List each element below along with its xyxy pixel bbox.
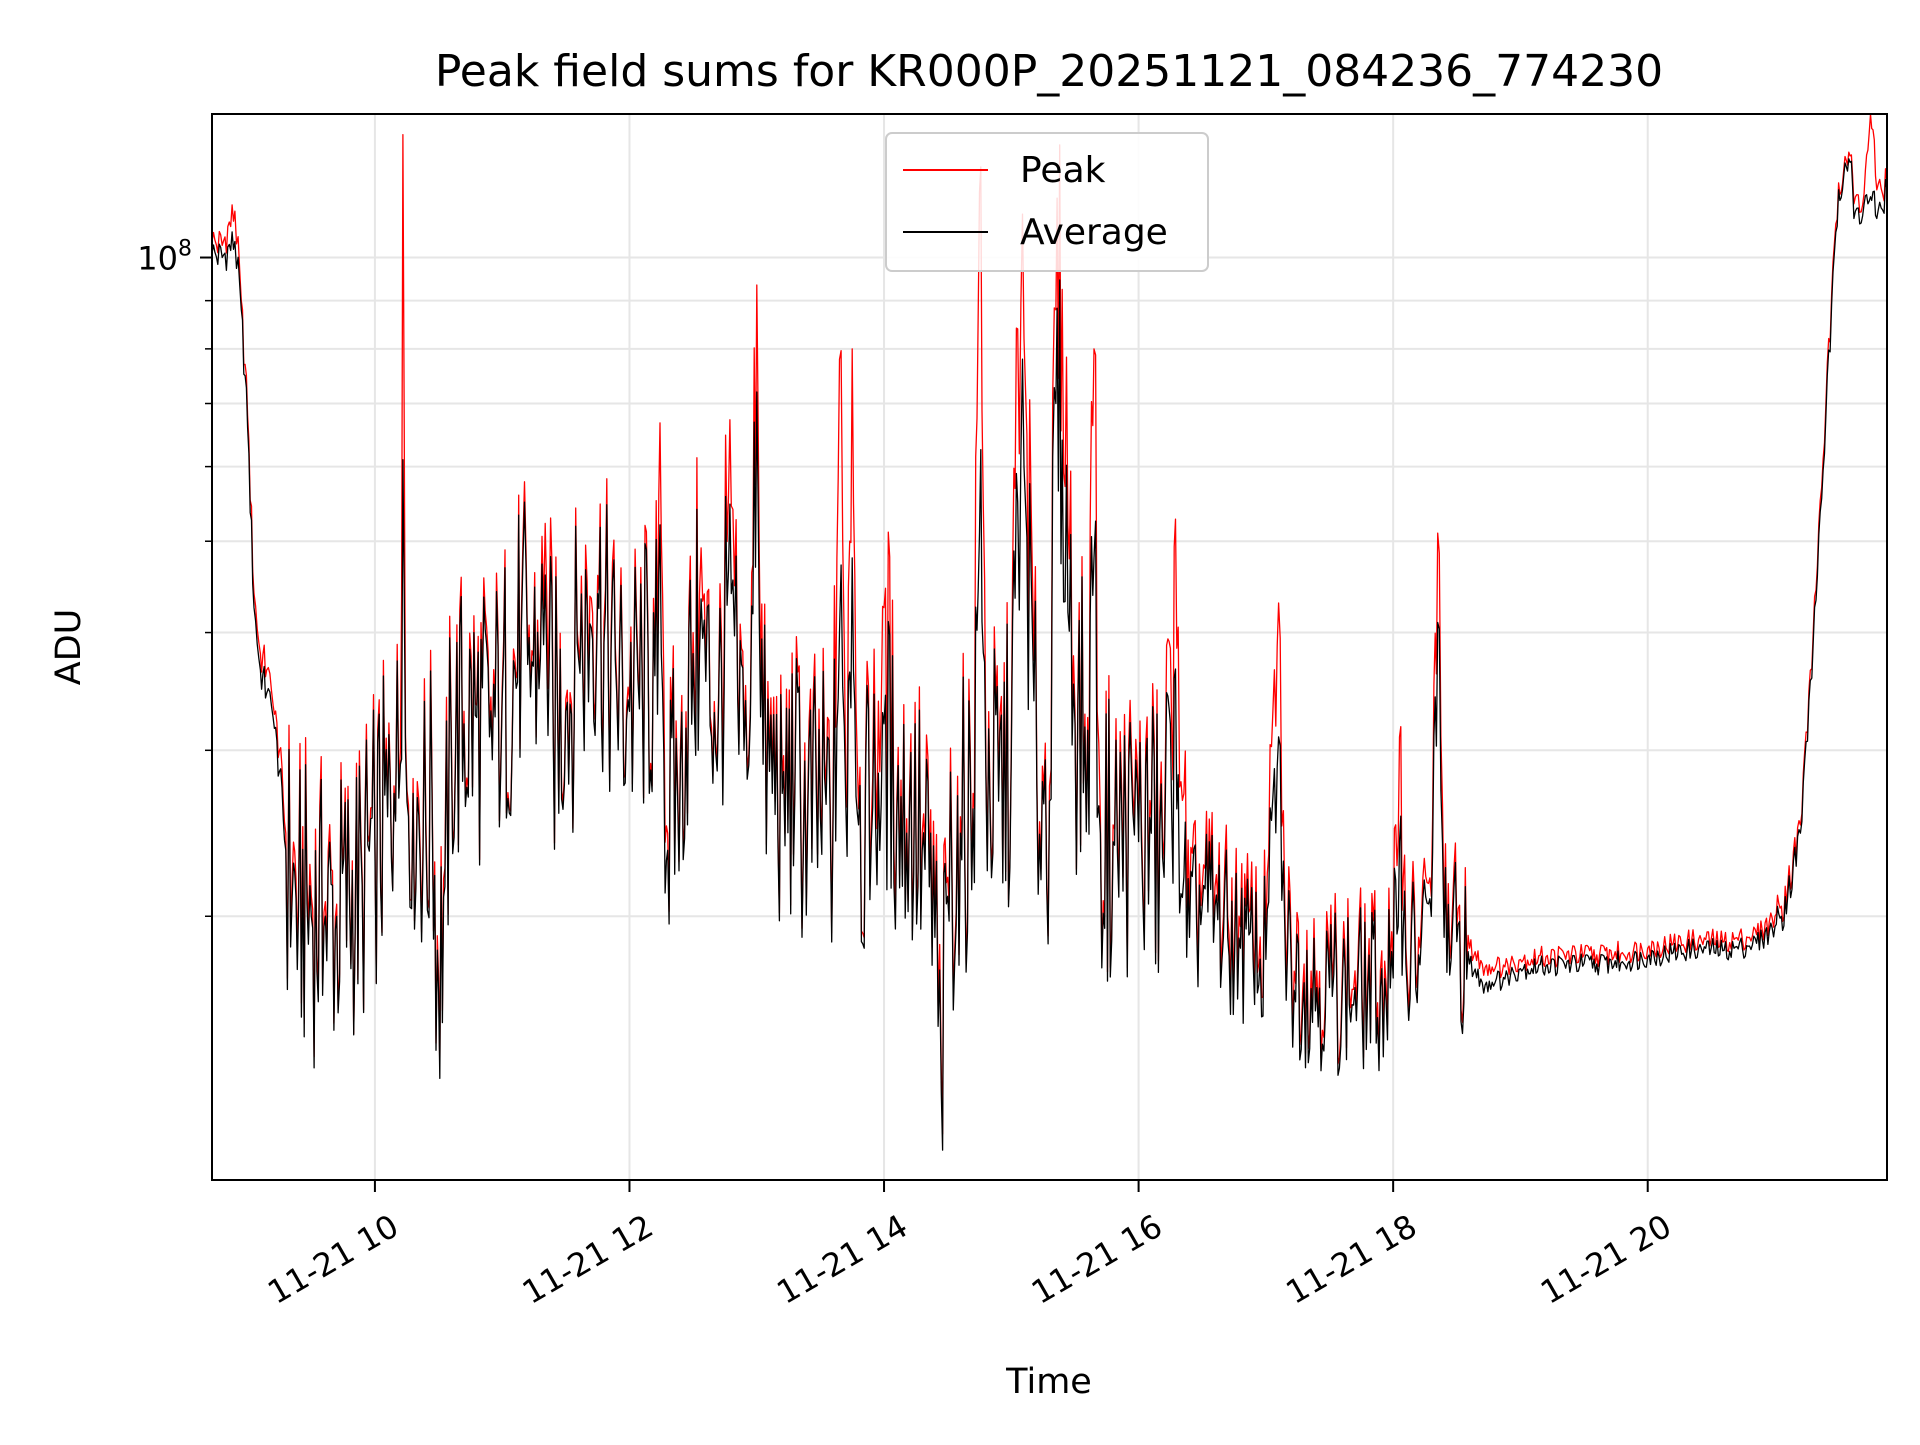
series-lines (212, 114, 1887, 1151)
series-line-average (212, 158, 1887, 1151)
y-tick-label: 108 (137, 237, 192, 278)
plot-area-frame (211, 113, 1888, 1181)
legend: Peak Average (885, 132, 1209, 272)
legend-label-peak: Peak (1020, 150, 1106, 191)
y-tick-label-base: 10 (137, 240, 178, 278)
y-axis-label: ADU (49, 609, 89, 686)
legend-box (885, 132, 1209, 272)
legend-label-average: Average (1020, 212, 1168, 253)
chart-title: Peak field sums for KR000P_20251121_0842… (435, 46, 1663, 97)
y-tick-label-exponent: 8 (178, 237, 192, 262)
x-axis-label: Time (1005, 1362, 1092, 1402)
